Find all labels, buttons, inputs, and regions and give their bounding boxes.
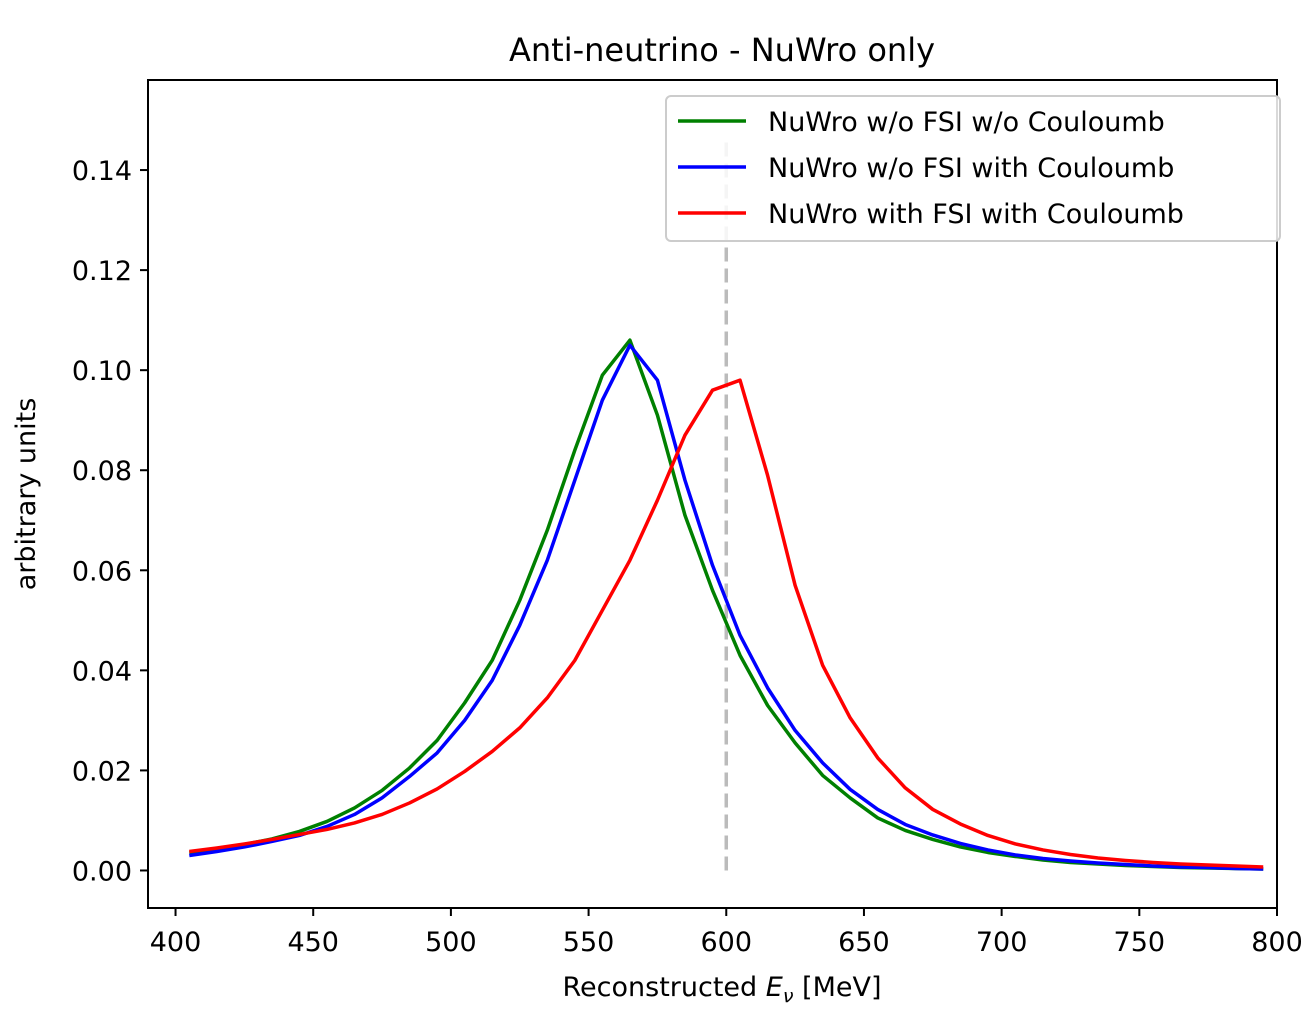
x-axis-label: Reconstructed Eν [MeV]	[563, 972, 882, 1007]
legend: NuWro w/o FSI w/o Couloumb NuWro w/o FSI …	[665, 95, 1281, 242]
plot-area	[189, 140, 1264, 871]
x-tick-label: 450	[287, 927, 339, 958]
y-tick-label: 0.02	[72, 756, 132, 787]
y-tick-label: 0.06	[72, 556, 132, 587]
legend-label-2: NuWro w/o FSI with Couloumb	[768, 153, 1174, 184]
legend-box	[665, 95, 1281, 242]
series-line-2	[189, 343, 1264, 871]
x-tick-label: 750	[1114, 927, 1166, 958]
chart-title: Anti-neutrino - NuWro only	[509, 31, 935, 69]
x-tick-label: 550	[563, 927, 615, 958]
y-tick-label: 0.08	[72, 456, 132, 487]
series-line-3	[189, 378, 1264, 869]
x-tick-label: 400	[150, 927, 202, 958]
y-tick-label: 0.12	[72, 256, 132, 287]
y-axis-label: arbitrary units	[11, 398, 42, 591]
x-tick-label: 650	[838, 927, 890, 958]
x-tick-label: 500	[425, 927, 477, 958]
axes: 400 450 500 550 600 650 700 750 800 0.00 0.02 0.04 0…	[72, 156, 1303, 958]
y-tick-label: 0.10	[72, 356, 132, 387]
legend-label-3: NuWro with FSI with Couloumb	[768, 199, 1184, 230]
plot-frame	[147, 79, 1278, 909]
legend-label-1: NuWro w/o FSI w/o Couloumb	[768, 107, 1165, 138]
y-tick-label: 0.14	[72, 156, 132, 187]
y-tick-label: 0.00	[72, 856, 132, 887]
x-tick-label: 800	[1251, 927, 1303, 958]
y-tick-label: 0.04	[72, 656, 132, 687]
x-tick-label: 700	[976, 927, 1028, 958]
x-tick-label: 600	[700, 927, 752, 958]
